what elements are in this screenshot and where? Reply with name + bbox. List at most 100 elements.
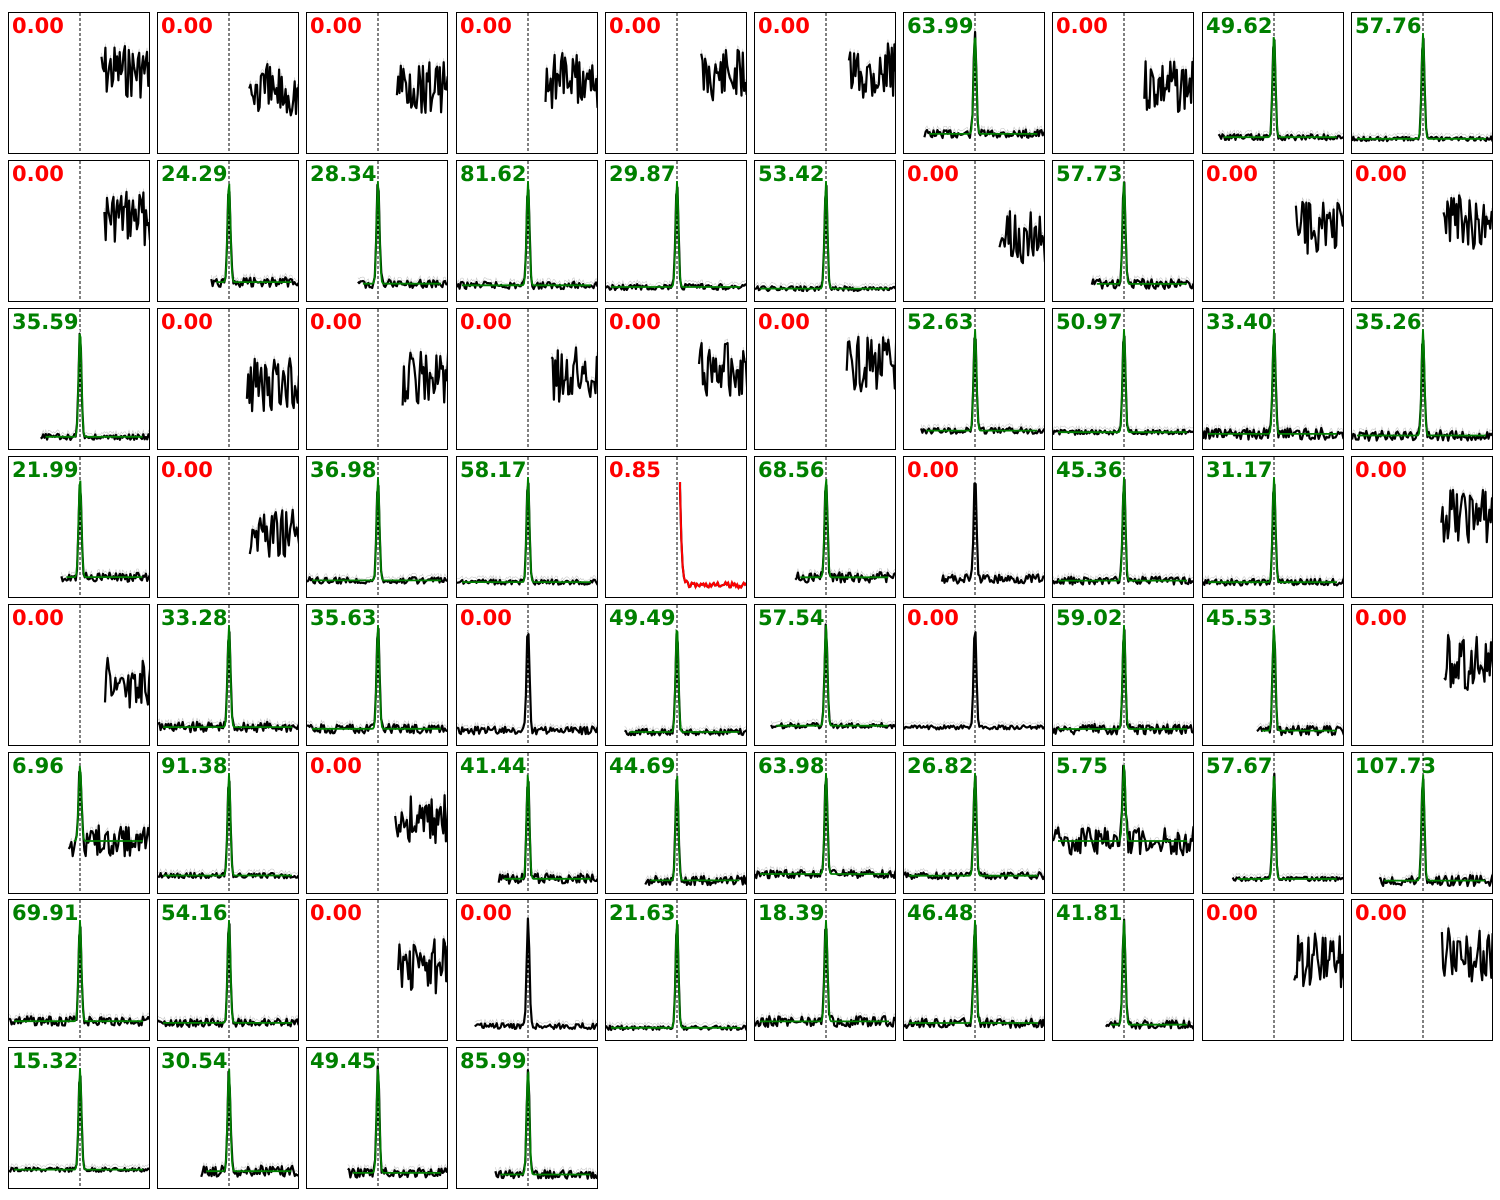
panel-plot: [770, 605, 895, 745]
fit-curve: [926, 329, 1038, 432]
fit-curve: [163, 624, 292, 728]
data-trace: [1231, 772, 1343, 883]
panel-plot: [825, 309, 895, 449]
chart-panel: 0.00: [1202, 160, 1344, 302]
data-trace: [1293, 932, 1343, 989]
noise-band: [498, 777, 597, 881]
data-trace: [1378, 778, 1492, 888]
panel-value-label: 59.02: [1056, 606, 1123, 630]
chart-panel: 59.02: [1052, 604, 1194, 746]
fit-curve: [909, 772, 1038, 877]
panel-value-label: 0.85: [609, 458, 661, 482]
fit-curve: [503, 774, 591, 880]
chart-panel: 50.97: [1052, 308, 1194, 450]
data-trace: [1143, 60, 1193, 113]
panel-value-label: 63.99: [907, 14, 974, 38]
panel-value-label: 35.26: [1355, 310, 1422, 334]
panel-plot: [825, 13, 895, 153]
panel-plot: [1053, 457, 1193, 597]
noise-band: [941, 479, 1044, 581]
chart-panel: 49.62: [1202, 12, 1344, 154]
chart-panel: 0.00: [157, 456, 299, 598]
noise-band: [357, 180, 447, 285]
panel-value-label: 0.00: [1355, 162, 1407, 186]
chart-panel: 24.29: [157, 160, 299, 302]
fit-curve: [650, 775, 740, 882]
panel-value-label: 0.00: [609, 310, 661, 334]
chart-panel: 45.36: [1052, 456, 1194, 598]
panel-value-label: 0.00: [758, 14, 810, 38]
panel-plot: [904, 605, 1044, 745]
noise-band: [1256, 626, 1343, 733]
chart-panel: 68.56: [754, 456, 896, 598]
chart-panel: 0.00: [456, 308, 598, 450]
panel-value-label: 69.91: [12, 901, 79, 925]
panel-plot: [904, 753, 1044, 893]
data-trace: [678, 482, 746, 590]
fit-curve: [760, 772, 889, 875]
panel-plot: [1053, 309, 1193, 449]
data-trace: [847, 42, 895, 99]
panel-value-label: 53.42: [758, 162, 825, 186]
chart-panel: 21.99: [8, 456, 150, 598]
panel-plot: [228, 309, 298, 449]
chart-panel: 52.63: [903, 308, 1045, 450]
panel-plot: [1352, 13, 1492, 153]
chart-panel: 15.32: [8, 1047, 150, 1189]
panel-plot: [494, 1048, 597, 1188]
panel-value-label: 52.63: [907, 310, 974, 334]
fit-curve: [206, 1069, 292, 1173]
panel-plot: [676, 457, 746, 597]
panel-value-label: 44.69: [609, 754, 676, 778]
panel-plot: [1422, 900, 1492, 1040]
chart-panel: 0.85: [605, 456, 747, 598]
panel-value-label: 57.54: [758, 606, 825, 630]
data-trace: [1440, 488, 1492, 544]
panel-plot: [457, 457, 597, 597]
panel-value-label: 0.00: [12, 606, 64, 630]
noise-band: [200, 1067, 298, 1174]
fit-curve: [1261, 625, 1337, 732]
panel-plot: [200, 1048, 298, 1188]
data-trace: [1442, 194, 1492, 250]
chart-panel: 46.48: [903, 899, 1045, 1041]
chart-panel: 0.00: [456, 604, 598, 746]
panel-value-label: 0.00: [460, 14, 512, 38]
data-trace: [794, 484, 895, 584]
chart-panel: 0.00: [1351, 604, 1493, 746]
data-trace: [550, 346, 597, 403]
fit-curve: [1237, 775, 1337, 880]
chart-panel: 49.45: [306, 1047, 448, 1189]
fit-curve: [1058, 624, 1187, 730]
chart-panel: 63.98: [754, 752, 896, 894]
panel-plot: [67, 753, 149, 893]
panel-value-label: 35.63: [310, 606, 377, 630]
fit-curve: [500, 1071, 591, 1176]
noise-band: [1379, 775, 1492, 883]
panel-value-label: 0.00: [161, 458, 213, 482]
panel-plot: [923, 13, 1044, 153]
panel-value-label: 5.75: [1056, 754, 1108, 778]
chart-panel: 28.34: [306, 160, 448, 302]
fit-curve: [1058, 764, 1187, 842]
data-trace: [40, 332, 149, 441]
chart-panel: 35.26: [1351, 308, 1493, 450]
panel-value-label: 18.39: [758, 901, 825, 925]
data-trace: [401, 350, 447, 406]
chart-panel: 0.00: [754, 12, 896, 154]
panel-plot: [377, 309, 447, 449]
panel-value-label: 57.67: [1206, 754, 1273, 778]
chart-panel: 29.87: [605, 160, 747, 302]
data-trace: [248, 63, 298, 117]
data-trace: [697, 342, 746, 397]
chart-panel: 85.99: [456, 1047, 598, 1189]
panel-plot: [228, 457, 298, 597]
panel-plot: [1422, 161, 1492, 301]
panel-value-label: 21.99: [12, 458, 79, 482]
fit-curve: [1208, 328, 1337, 435]
chart-panel: 69.91: [8, 899, 150, 1041]
data-trace: [395, 61, 447, 114]
panel-plot: [644, 753, 746, 893]
panel-plot: [210, 161, 298, 301]
